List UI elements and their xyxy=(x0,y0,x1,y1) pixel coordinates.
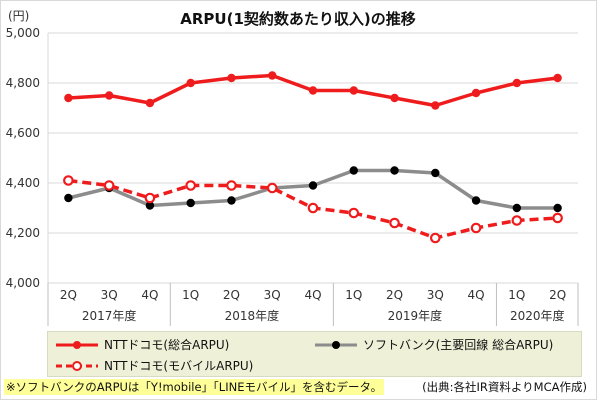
legend-swatch-softbank xyxy=(315,340,357,349)
data-point-2 xyxy=(389,217,400,229)
data-point-2 xyxy=(470,222,482,234)
x-tick-label: 4Q xyxy=(468,288,485,302)
legend-item-softbank: ソフトバンク(主要回線 総合ARPU) xyxy=(313,336,553,353)
data-point-2 xyxy=(185,180,196,191)
data-point-1 xyxy=(308,181,318,190)
y-tick-label: 5,000 xyxy=(6,26,40,40)
data-point-0 xyxy=(308,86,318,95)
data-point-1 xyxy=(471,196,481,205)
data-point-0 xyxy=(104,91,114,100)
year-group-label: 2017年度 xyxy=(82,308,137,323)
x-tick-label: 2Q xyxy=(386,288,403,302)
data-point-2 xyxy=(552,212,563,224)
y-tick-label: 4,600 xyxy=(6,126,40,140)
data-point-1 xyxy=(512,203,522,213)
y-tick-label: 4,800 xyxy=(6,76,40,90)
data-point-0 xyxy=(431,101,440,110)
x-tick-label: 3Q xyxy=(427,288,444,302)
legend-item-docomo-mobile: NTTドコモ(モバイルARPU) xyxy=(54,357,253,374)
chart-title: ARPU(1契約数あたり収入)の推移 xyxy=(180,10,415,28)
data-point-0 xyxy=(186,78,195,88)
x-tick-label: 2Q xyxy=(60,288,77,302)
legend-label-docomo-total: NTTドコモ(総合ARPU) xyxy=(104,338,230,352)
data-point-2 xyxy=(511,215,523,226)
data-point-0 xyxy=(268,71,277,80)
data-point-1 xyxy=(227,196,236,205)
x-tick-label: 2Q xyxy=(549,288,566,302)
legend-item-docomo-total: NTTドコモ(総合ARPU) xyxy=(54,336,229,353)
y-axis-unit: (円) xyxy=(8,9,29,23)
x-tick-label: 3Q xyxy=(101,288,118,302)
data-point-0 xyxy=(145,98,155,108)
data-point-1 xyxy=(145,201,155,210)
x-tick-label: 2Q xyxy=(223,288,240,302)
data-point-1 xyxy=(186,198,195,208)
data-point-1 xyxy=(349,166,358,175)
legend-label-docomo-mobile: NTTドコモ(モバイルARPU) xyxy=(104,359,254,373)
data-point-0 xyxy=(553,73,562,83)
y-tick-label: 4,400 xyxy=(6,176,40,190)
data-point-1 xyxy=(390,166,399,175)
data-point-0 xyxy=(390,93,399,103)
footnote: ※ソフトバンクのARPUは「Y!mobile」「LINEモバイル」を含むデータ。 xyxy=(4,379,385,395)
data-point-2 xyxy=(430,232,441,244)
year-group-label: 2018年度 xyxy=(225,308,280,323)
y-tick-label: 4,200 xyxy=(6,226,40,240)
source-note: (出典:各社IR資料よりMCA作成) xyxy=(422,380,587,394)
legend-swatch-docomo-total xyxy=(56,340,98,349)
x-tick-label: 1Q xyxy=(182,288,199,302)
data-point-0 xyxy=(64,93,73,103)
data-point-2 xyxy=(307,202,319,214)
data-point-0 xyxy=(227,73,236,83)
data-point-2 xyxy=(144,192,156,204)
data-point-2 xyxy=(63,175,74,186)
year-group-label: 2020年度 xyxy=(510,308,565,323)
data-point-1 xyxy=(553,203,562,213)
legend: NTTドコモ(総合ARPU) ソフトバンク(主要回線 総合ARPU) NTTドコ… xyxy=(47,331,582,377)
x-tick-label: 1Q xyxy=(508,288,525,302)
legend-label-softbank: ソフトバンク(主要回線 総合ARPU) xyxy=(363,338,554,352)
x-tick-label: 3Q xyxy=(264,288,281,302)
x-tick-label: 4Q xyxy=(141,288,158,302)
data-point-1 xyxy=(431,168,440,178)
data-point-2 xyxy=(348,207,360,219)
data-point-1 xyxy=(64,193,73,203)
x-tick-label: 1Q xyxy=(345,288,362,302)
data-point-2 xyxy=(103,180,115,191)
year-group-label: 2019年度 xyxy=(388,308,443,323)
data-point-0 xyxy=(512,78,522,88)
data-point-2 xyxy=(226,180,237,191)
legend-swatch-docomo-mobile xyxy=(56,360,98,371)
x-tick-label: 4Q xyxy=(304,288,321,302)
data-point-0 xyxy=(471,88,481,98)
data-point-2 xyxy=(266,182,278,194)
y-tick-label: 4,000 xyxy=(6,276,40,290)
data-point-0 xyxy=(349,86,358,95)
